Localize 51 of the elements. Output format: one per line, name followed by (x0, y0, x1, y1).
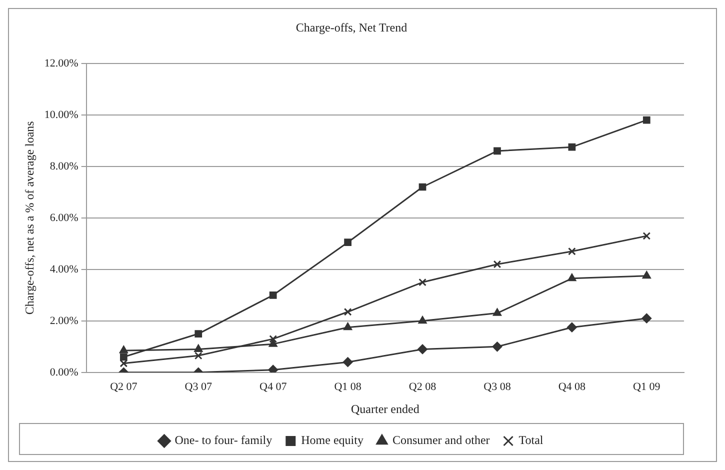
x-tick-label: Q3 07 (184, 380, 212, 393)
x-axis-title: Quarter ended (351, 402, 420, 416)
point (568, 143, 576, 151)
y-tick-label: 6.00% (50, 212, 78, 224)
point (344, 308, 352, 316)
point (418, 278, 426, 286)
x-tick-label: Q4 07 (259, 380, 288, 393)
y-tick-label: 2.00% (50, 314, 78, 327)
x-tick-label: Q3 08 (484, 380, 512, 393)
point (268, 364, 278, 372)
point (568, 273, 576, 282)
point (418, 344, 428, 354)
point (642, 116, 650, 124)
y-tick-label: 10.00% (44, 108, 78, 121)
point (268, 339, 278, 347)
point (342, 357, 353, 368)
y-tick-label: 8.00% (50, 160, 78, 172)
x-tick-label: Q1 08 (334, 380, 362, 393)
legend-label: Total (518, 433, 544, 448)
legend-label: Consumer and other (392, 433, 490, 448)
y-tick-label: 4.00% (50, 263, 78, 276)
point (194, 330, 202, 338)
chart-title: Charge-offs, Net Trend (296, 20, 408, 34)
point (492, 308, 502, 316)
point (642, 232, 651, 240)
y-axis-title: Charge-offs, net as a % of average loans (22, 120, 36, 315)
point (343, 322, 352, 330)
legend-label: Home equity (301, 433, 364, 448)
point (418, 316, 427, 324)
point (494, 147, 501, 155)
point (120, 353, 128, 361)
point (269, 334, 278, 343)
point (344, 238, 352, 246)
x-tick-label: Q2 07 (110, 380, 138, 393)
legend-label: One- to four- family (174, 433, 272, 448)
point (194, 344, 203, 352)
point (492, 342, 502, 352)
x-tick-label: Q4 08 (558, 380, 586, 393)
point (566, 322, 577, 332)
point (642, 270, 652, 279)
point (642, 313, 652, 324)
point (269, 291, 277, 299)
x-tick-label: Q2 08 (408, 380, 437, 393)
point (568, 247, 576, 256)
point (493, 260, 502, 268)
y-tick-label: 12.00% (44, 57, 78, 70)
x-tick-label: Q1 09 (633, 380, 661, 393)
point (418, 183, 426, 191)
point (194, 352, 202, 360)
y-tick-label: 0.00% (50, 366, 78, 378)
point (119, 346, 128, 354)
